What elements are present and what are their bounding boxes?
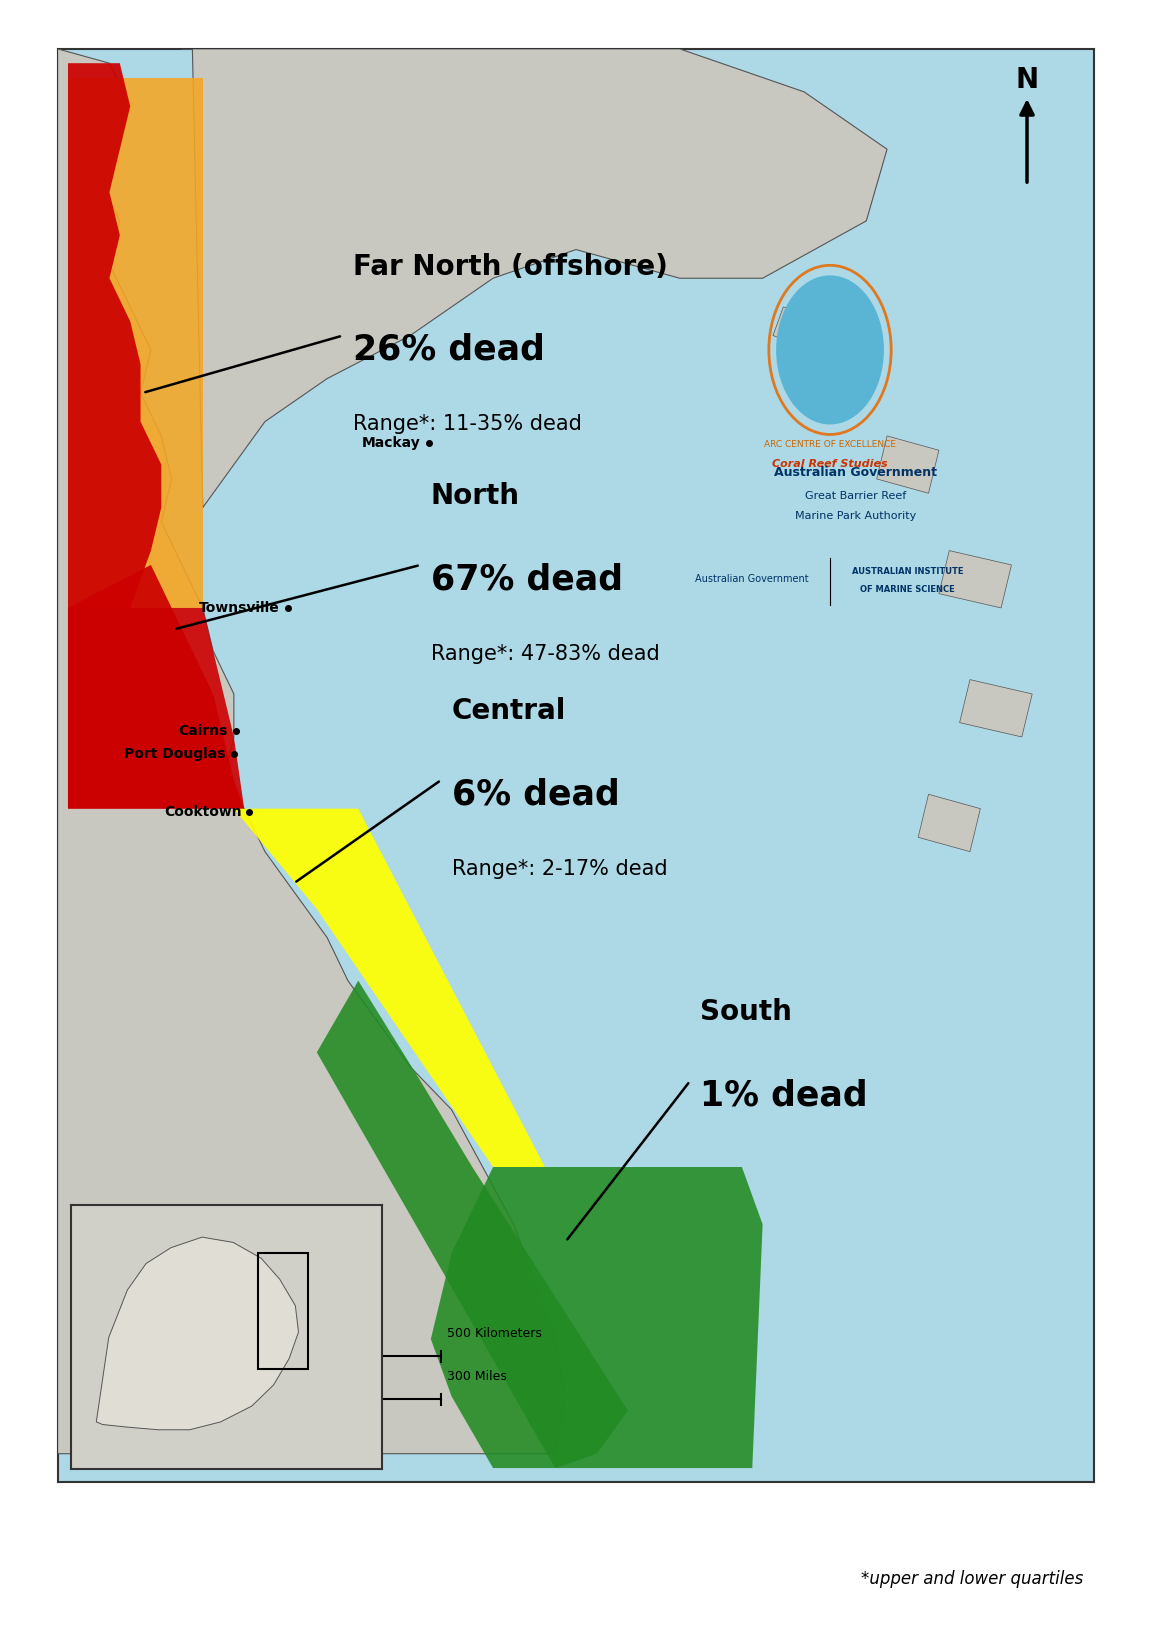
Polygon shape (68, 565, 244, 808)
Polygon shape (68, 78, 203, 608)
Text: OF MARINE SCIENCE: OF MARINE SCIENCE (861, 585, 955, 595)
Text: 6% dead: 6% dead (452, 777, 620, 811)
Text: Australian Government: Australian Government (696, 573, 809, 585)
Text: Range*: 47-83% dead: Range*: 47-83% dead (431, 643, 660, 663)
Polygon shape (960, 679, 1032, 736)
Text: AUSTRALIAN INSTITUTE: AUSTRALIAN INSTITUTE (852, 567, 963, 575)
Text: *upper and lower quartiles: *upper and lower quartiles (861, 1570, 1083, 1588)
Polygon shape (814, 365, 866, 407)
Text: 500 Kilometers: 500 Kilometers (447, 1328, 543, 1341)
Text: 1% dead: 1% dead (700, 1078, 869, 1113)
Text: Port Douglas: Port Douglas (124, 748, 226, 761)
Text: 250: 250 (249, 1328, 273, 1341)
Bar (258, 1253, 308, 1368)
Text: Marine Park Authority: Marine Park Authority (795, 512, 917, 521)
Polygon shape (773, 306, 825, 350)
Polygon shape (431, 1166, 763, 1468)
Text: Central: Central (452, 697, 566, 725)
Text: 26% dead: 26% dead (353, 332, 545, 367)
Text: 75: 75 (162, 1370, 179, 1383)
Polygon shape (58, 49, 566, 1453)
Text: Cooktown: Cooktown (165, 805, 242, 818)
Polygon shape (68, 64, 161, 608)
Text: Australian Government: Australian Government (774, 466, 938, 479)
Text: 300 Miles: 300 Miles (447, 1370, 507, 1383)
Text: Townsville: Townsville (199, 601, 280, 614)
Polygon shape (939, 551, 1011, 608)
Polygon shape (68, 608, 244, 808)
Polygon shape (234, 808, 545, 1166)
Text: Mackay: Mackay (362, 437, 420, 450)
Text: North: North (431, 482, 520, 510)
Polygon shape (182, 49, 887, 508)
Polygon shape (97, 1236, 298, 1430)
Text: Far North (offshore): Far North (offshore) (353, 252, 668, 280)
Text: South: South (700, 999, 793, 1026)
Text: Cairns: Cairns (179, 725, 228, 738)
Text: ARC CENTRE OF EXCELLENCE: ARC CENTRE OF EXCELLENCE (764, 440, 896, 450)
Text: 0: 0 (76, 1370, 84, 1383)
Polygon shape (877, 437, 939, 494)
Text: Range*: 11-35% dead: Range*: 11-35% dead (353, 414, 582, 435)
Polygon shape (317, 981, 628, 1468)
Text: Coral Reef Studies: Coral Reef Studies (772, 459, 888, 469)
Text: 125: 125 (159, 1328, 182, 1341)
Text: N: N (1015, 67, 1039, 94)
Text: 150: 150 (249, 1370, 273, 1383)
Polygon shape (918, 795, 980, 852)
Text: Great Barrier Reef: Great Barrier Reef (805, 490, 907, 502)
Text: 67% dead: 67% dead (431, 562, 623, 596)
Circle shape (776, 275, 884, 425)
Text: 0: 0 (76, 1328, 84, 1341)
Text: Range*: 2-17% dead: Range*: 2-17% dead (452, 858, 667, 878)
